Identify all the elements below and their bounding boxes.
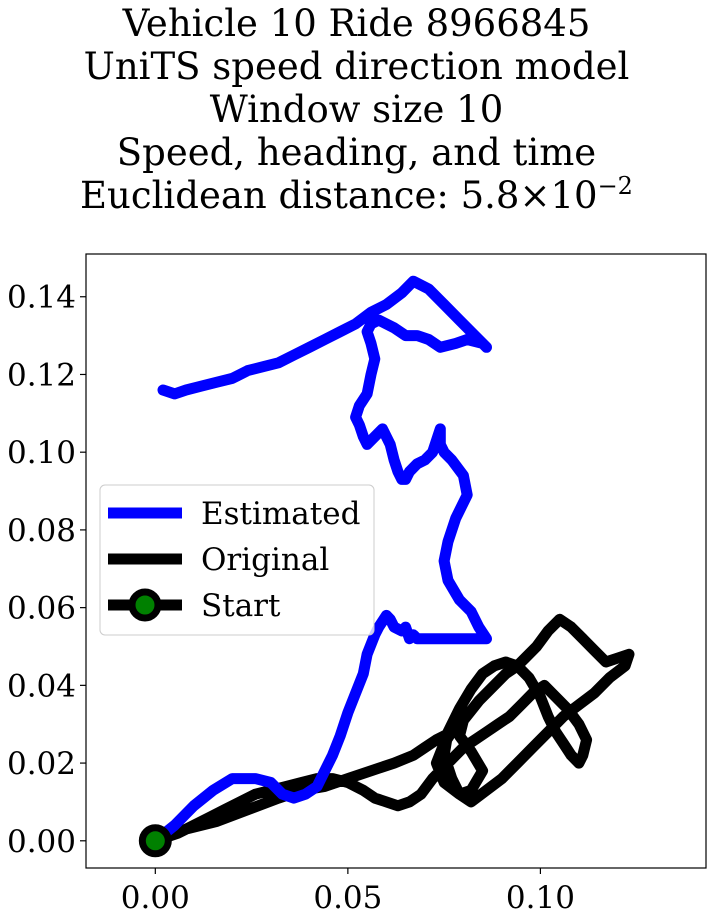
title-line-3: Window size 10: [209, 88, 504, 131]
legend-label-start: Start: [201, 588, 281, 624]
x-tick-label: 0.00: [121, 880, 190, 916]
plot-frame: [85, 253, 707, 869]
x-tick-label: 0.05: [313, 880, 382, 916]
title-line-2: UniTS speed direction model: [83, 45, 630, 88]
title-line-4: Speed, heading, and time: [116, 131, 597, 174]
distance-base: 10: [550, 174, 598, 217]
legend-start-marker: [128, 588, 162, 622]
chart-title: Vehicle 10 Ride 8966845 UniTS speed dire…: [0, 2, 713, 217]
distance-label: Euclidean distance: 5.8: [80, 174, 520, 217]
distance-exponent: −2: [597, 172, 633, 200]
legend-box: [99, 484, 375, 636]
start-marker: [138, 824, 172, 858]
y-tick-label: 0.06: [7, 591, 76, 627]
y-tick-label: 0.02: [7, 746, 76, 782]
y-tick-label: 0.12: [7, 357, 76, 393]
x-tick-label: 0.10: [506, 880, 575, 916]
legend-label-estimated: Estimated: [201, 496, 360, 532]
legend-label-original: Original: [201, 542, 329, 578]
title-line-5: Euclidean distance: 5.8×10−2: [0, 174, 713, 217]
y-tick-label: 0.10: [7, 435, 76, 471]
distance-times: ×: [519, 174, 551, 217]
legend: Estimated Original Start: [99, 484, 375, 636]
title-line-1: Vehicle 10 Ride 8966845: [122, 2, 591, 45]
y-tick-label: 0.00: [7, 824, 76, 860]
series-line-original: [149, 613, 635, 847]
y-tick-label: 0.08: [7, 513, 76, 549]
y-tick-label: 0.04: [7, 668, 76, 704]
series-line-estimated: [149, 275, 492, 847]
y-tick-label: 0.14: [7, 280, 76, 316]
